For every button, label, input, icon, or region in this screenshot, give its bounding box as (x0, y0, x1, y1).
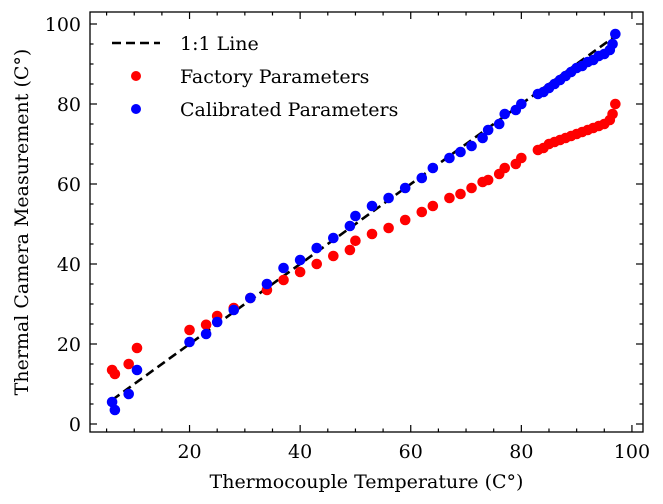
factory-point (109, 368, 121, 380)
calibrated-point (455, 146, 466, 158)
calibrated-point (228, 304, 240, 316)
calibrated-point (416, 172, 428, 184)
legend-marker-calibrated (131, 104, 141, 114)
calibrated-point (200, 328, 212, 340)
calibrated-point (311, 242, 323, 254)
y-tick-label: 40 (57, 254, 81, 276)
calibrated-point (123, 388, 135, 400)
calibrated-point (383, 192, 394, 204)
calibrated-point (109, 404, 121, 416)
factory-point (607, 108, 618, 120)
y-tick-label: 100 (45, 14, 81, 36)
factory-point (499, 162, 511, 174)
calibrated-point (466, 140, 477, 152)
calibrated-point (493, 118, 505, 130)
y-tick-label: 20 (57, 334, 81, 356)
factory-point (350, 235, 361, 247)
factory-point (328, 250, 339, 262)
calibrated-point (610, 28, 621, 40)
calibrated-point (499, 108, 511, 120)
factory-point (455, 188, 466, 200)
calibrated-point (444, 152, 455, 164)
legend-marker-factory (131, 71, 141, 81)
calibrated-point (399, 182, 411, 194)
calibrated-point (350, 210, 361, 222)
calibrated-point (106, 396, 118, 408)
y-tick-label: 80 (57, 94, 81, 116)
y-tick-label: 0 (69, 414, 81, 436)
calibrated-point (245, 292, 256, 304)
plot-frame (89, 11, 644, 433)
x-tick-label: 100 (614, 441, 650, 463)
calibrated-point (477, 132, 488, 144)
calibrated-point (344, 220, 356, 232)
x-tick-label: 20 (177, 441, 201, 463)
y-axis-label: Thermal Camera Measurement (C°) (11, 49, 33, 396)
calibrated-point (211, 316, 223, 328)
factory-point (278, 274, 289, 286)
legend-label-calibrated: Calibrated Parameters (180, 99, 398, 121)
calibrated-point (427, 162, 439, 174)
factory-point (311, 258, 323, 270)
factory-point (444, 192, 455, 204)
reference-line (111, 34, 617, 402)
legend-label-1to1: 1:1 Line (180, 33, 259, 55)
calibrated-point (184, 336, 195, 348)
calibrated-point (131, 364, 143, 376)
calibrated-point (328, 232, 339, 244)
factory-point (200, 319, 212, 331)
calibrated-point (278, 262, 289, 274)
x-axis-label: Thermocouple Temperature (C°) (210, 471, 524, 493)
calibrated-point (294, 254, 306, 266)
factory-point (294, 266, 306, 278)
factory-point (184, 324, 195, 336)
factory-point (383, 222, 394, 234)
calibrated-point (366, 200, 378, 212)
factory-point (610, 98, 621, 110)
x-tick-label: 40 (288, 441, 312, 463)
x-tick-label: 60 (399, 441, 423, 463)
factory-point (482, 174, 494, 186)
factory-point (466, 182, 477, 194)
calibrated-point (607, 38, 618, 50)
factory-point (516, 152, 527, 164)
factory-point (344, 244, 356, 256)
factory-point (416, 206, 428, 218)
factory-point (131, 342, 143, 354)
factory-point (366, 228, 378, 240)
calibrated-point (261, 278, 273, 290)
legend: 1:1 Line Factory Parameters Calibrated P… (112, 33, 398, 121)
x-tick-label: 80 (509, 441, 533, 463)
legend-label-factory: Factory Parameters (180, 66, 369, 88)
y-tick-label: 60 (57, 174, 81, 196)
factory-point (399, 214, 411, 226)
calibrated-point (516, 98, 527, 110)
factory-point (427, 200, 439, 212)
factory-point (123, 358, 135, 370)
calibrated-point (482, 124, 494, 136)
